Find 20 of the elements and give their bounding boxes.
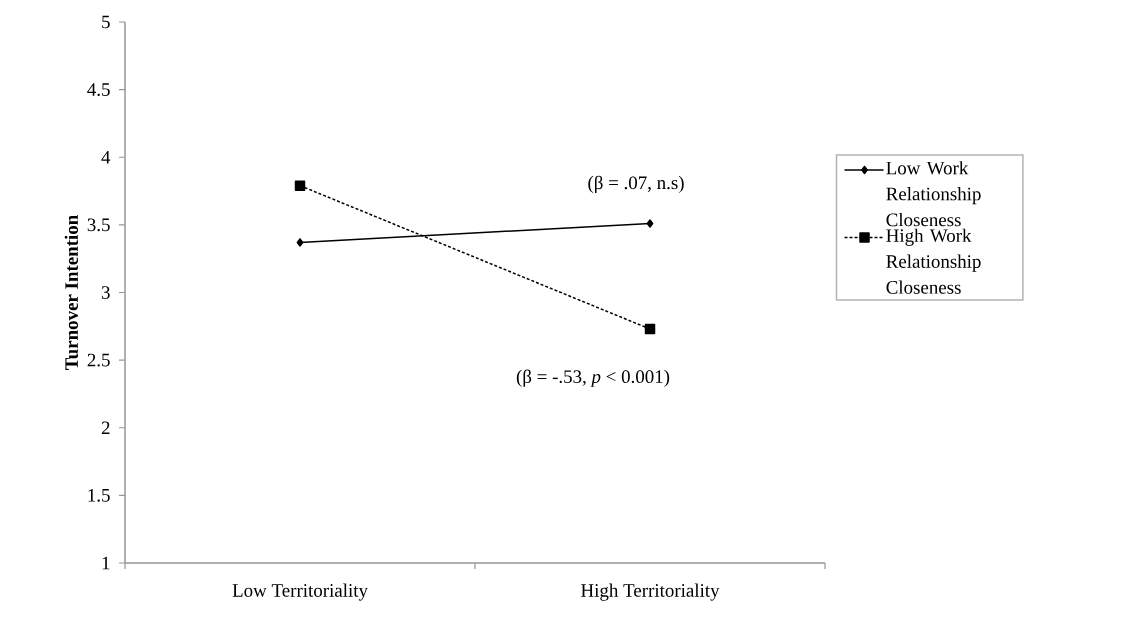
point (646, 219, 654, 228)
legend-label: High Work Relationship Closeness (886, 228, 981, 294)
y-tick-label: 4 (101, 151, 111, 164)
y-tick-label: 5 (102, 15, 110, 29)
y-tick-label: 1.5 (88, 488, 110, 502)
annotation: (β = -.53, p < 0.001) (516, 369, 670, 387)
y-axis-title: Turnover Intention (64, 215, 79, 370)
point (296, 238, 304, 247)
y-tick-label: 1 (102, 556, 110, 570)
y-tick-label: 2.5 (87, 353, 110, 367)
annotation: (β = .07, n.s) (588, 175, 684, 193)
x-tick-label: Low Territoriality (232, 583, 368, 601)
y-tick-label: 2 (101, 421, 110, 434)
y-tick-label: 4.5 (87, 83, 110, 96)
point (644, 323, 656, 335)
x-tick-label: High Territoriality (581, 583, 720, 601)
point (294, 180, 306, 191)
y-tick-label: 3 (101, 286, 110, 299)
y-tick-label: 3.5 (87, 218, 110, 232)
legend-label: Low Work Relationship Closeness (886, 161, 981, 227)
